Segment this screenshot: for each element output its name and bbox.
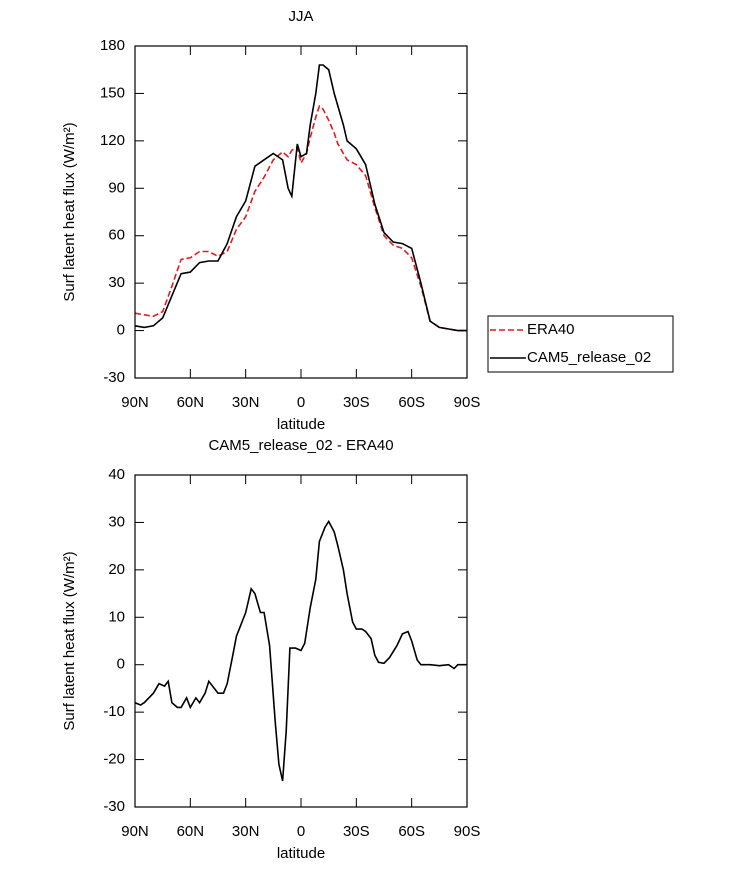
plot-frame (134, 45, 468, 379)
data-line (134, 519, 467, 782)
x-tick-label: 0 (297, 823, 305, 840)
y-axis-label: Surf latent heat flux (W/m²) (61, 551, 78, 730)
plot-frame (134, 474, 468, 808)
y-tick-label: 30 (108, 513, 125, 530)
legend-label: ERA40 (527, 321, 575, 338)
y-tick-label: 180 (100, 37, 125, 54)
chart-title: JJA (288, 8, 313, 25)
x-tick-label: 60N (177, 823, 205, 840)
x-tick-label: 90S (454, 823, 481, 840)
y-tick-label: -20 (103, 751, 125, 768)
x-tick-label: 60S (398, 823, 425, 840)
y-tick-label: 60 (108, 227, 125, 244)
x-tick-label: 90N (121, 823, 149, 840)
x-axis-label: latitude (277, 845, 325, 862)
x-tick-label: 30N (232, 823, 260, 840)
data-line (134, 104, 467, 332)
x-tick-label: 0 (297, 394, 305, 411)
y-tick-label: 150 (100, 84, 125, 101)
y-tick-label: 0 (117, 322, 125, 339)
y-tick-label: 40 (108, 466, 125, 483)
y-tick-label: 30 (108, 274, 125, 291)
x-axis-label: latitude (277, 416, 325, 433)
x-tick-label: 90N (121, 394, 149, 411)
y-tick-label: -30 (103, 798, 125, 815)
y-tick-label: 20 (108, 561, 125, 578)
y-tick-label: 120 (100, 132, 125, 149)
x-tick-label: 90S (454, 394, 481, 411)
y-tick-label: 10 (108, 608, 125, 625)
y-tick-label: -30 (103, 369, 125, 386)
x-tick-label: 30N (232, 394, 260, 411)
y-tick-label: -10 (103, 703, 125, 720)
y-tick-label: 0 (117, 656, 125, 673)
legend-label: CAM5_release_02 (527, 349, 651, 366)
x-tick-label: 60N (177, 394, 205, 411)
data-line (134, 64, 467, 332)
chart-title: CAM5_release_02 - ERA40 (208, 437, 393, 454)
y-axis-label: Surf latent heat flux (W/m²) (61, 122, 78, 301)
y-tick-label: 90 (108, 179, 125, 196)
x-tick-label: 30S (343, 823, 370, 840)
legend-box (487, 315, 674, 373)
x-tick-label: 30S (343, 394, 370, 411)
x-tick-label: 60S (398, 394, 425, 411)
